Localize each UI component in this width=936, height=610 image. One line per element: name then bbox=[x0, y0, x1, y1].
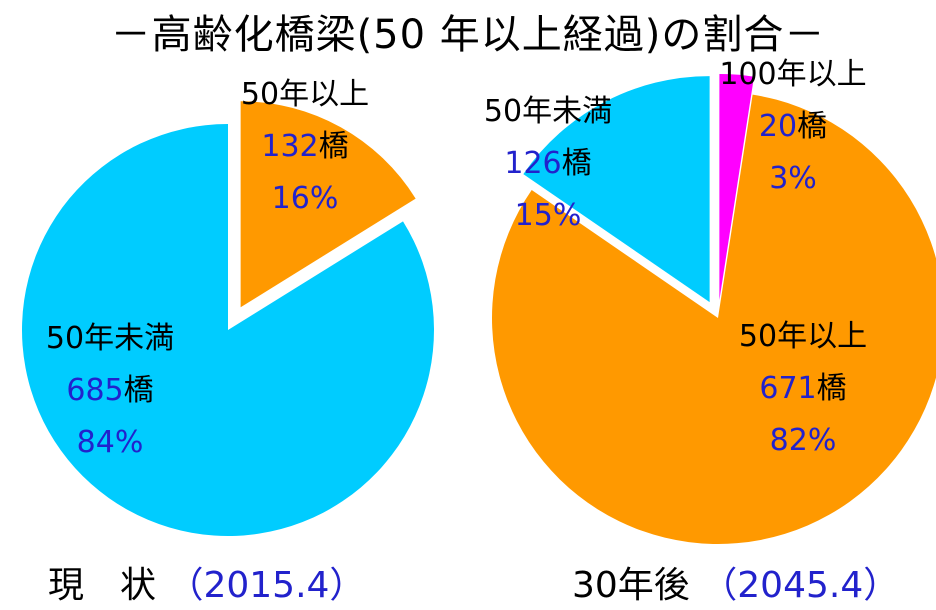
pie-slice-1-1 bbox=[240, 101, 416, 308]
caption-current-label: 現 状 bbox=[48, 565, 157, 606]
caption-future-label: 30年後 bbox=[572, 565, 690, 606]
caption-future: 30年後 （2045.4） bbox=[572, 556, 899, 608]
caption-current: 現 状 （2015.4） bbox=[48, 556, 365, 608]
slice-percent-2-3: 15% bbox=[515, 198, 582, 233]
caption-future-year: （2045.4） bbox=[701, 565, 900, 606]
slice-percent-1-2: 84% bbox=[77, 425, 144, 460]
pie-slice-1-2 bbox=[21, 124, 434, 536]
pie-chart-2: 100年以上 20橋 3% 50年以上 671橋 82% 50年未満 126橋 15% bbox=[484, 57, 936, 544]
slice-percent-1-1: 16% bbox=[272, 181, 339, 216]
chart-title: －高齢化橋梁(50 年以上経過)の割合－ bbox=[110, 12, 826, 58]
pie-slice-2-3 bbox=[523, 76, 710, 303]
slice-label-1-1: 50年以上 bbox=[241, 77, 369, 112]
pie-slice-2-1 bbox=[719, 74, 755, 301]
slice-percent-2-2: 82% bbox=[770, 423, 837, 458]
slice-count-2-2: 671橋 bbox=[759, 371, 846, 406]
slice-label-2-3: 50年未満 bbox=[484, 94, 612, 129]
slice-label-2-1: 100年以上 bbox=[719, 57, 866, 92]
slice-count-1-1: 132橋 bbox=[261, 129, 348, 164]
slice-count-1-2: 685橋 bbox=[66, 373, 153, 408]
slice-count-2-3: 126橋 bbox=[504, 146, 591, 181]
slice-label-2-2: 50年以上 bbox=[739, 319, 867, 354]
slice-percent-2-1: 3% bbox=[769, 161, 817, 196]
pie-slice-2-2 bbox=[492, 94, 936, 544]
slice-count-2-1: 20橋 bbox=[759, 109, 827, 144]
pie-chart-1: 50年以上 132橋 16% 50年未満 685橋 84% bbox=[21, 77, 434, 536]
slice-label-1-2: 50年未満 bbox=[46, 321, 174, 356]
caption-current-year: （2015.4） bbox=[167, 565, 366, 606]
